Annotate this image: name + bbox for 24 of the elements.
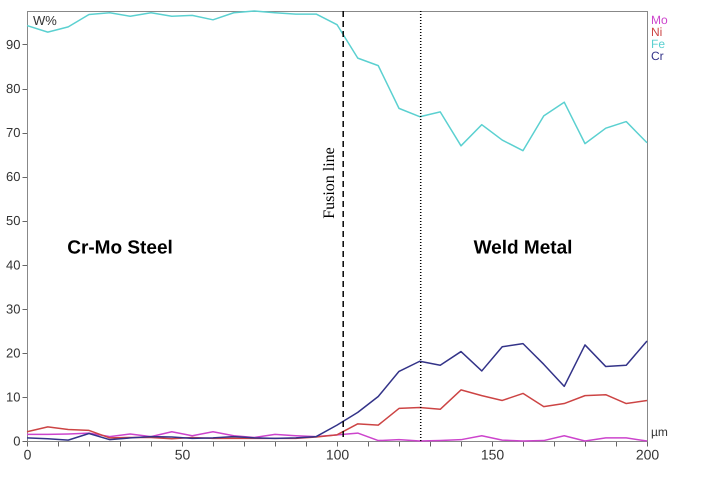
text: Cr — [651, 49, 664, 63]
annotation: Weld Metal — [474, 238, 572, 258]
y-tick-label: 10 — [6, 389, 20, 404]
y-tick-label: 20 — [6, 345, 20, 360]
x-tick-label: 150 — [480, 446, 504, 462]
x-axis-title: µm — [651, 425, 668, 439]
y-tick-label: 90 — [6, 36, 20, 52]
x-tick-label: 200 — [636, 446, 660, 462]
text: Ni — [651, 25, 662, 39]
text: Mo — [651, 13, 668, 27]
y-tick-label: 40 — [6, 257, 20, 272]
y-tick-label: 0 — [13, 434, 20, 448]
y-axis-title: W% — [33, 13, 58, 28]
x-tick-label: 50 — [174, 446, 190, 462]
y-tick-label: 80 — [6, 81, 20, 96]
y-tick-label: 70 — [6, 125, 20, 140]
x-tick-label: 0 — [24, 446, 32, 462]
annotation: Cr-Mo Steel — [67, 238, 173, 258]
y-tick-label: 50 — [6, 213, 20, 228]
x-tick-label: 100 — [326, 446, 350, 462]
y-tick-label: 60 — [6, 169, 20, 184]
text: Fe — [651, 37, 666, 51]
y-tick-label: 30 — [6, 301, 20, 316]
ref-line-label: Fusion line — [321, 147, 338, 219]
